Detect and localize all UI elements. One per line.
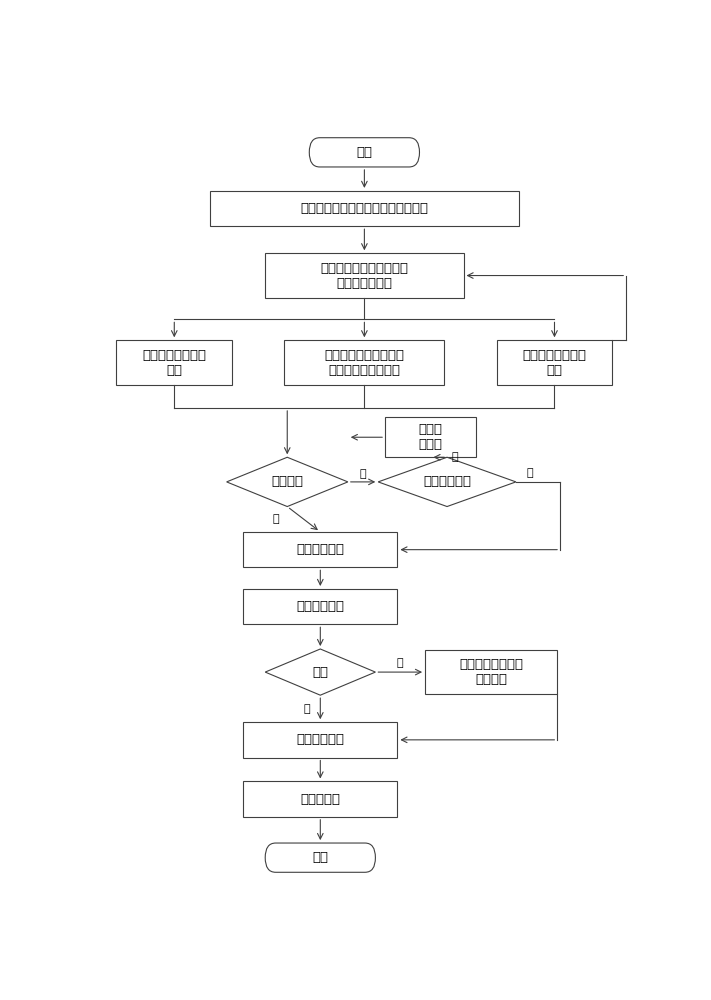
Text: 是: 是 xyxy=(273,514,279,524)
Bar xyxy=(265,253,464,298)
Bar xyxy=(284,340,444,385)
FancyBboxPatch shape xyxy=(265,843,375,872)
Text: 否: 否 xyxy=(526,468,533,478)
Text: 否: 否 xyxy=(303,704,310,714)
Text: 人工调
整方案: 人工调 整方案 xyxy=(419,423,442,451)
Text: 报警: 报警 xyxy=(312,666,328,679)
Text: 吊装作业完成后排
水量: 吊装作业完成后排 水量 xyxy=(523,349,587,377)
Bar xyxy=(243,589,397,624)
Text: 开始: 开始 xyxy=(356,146,373,159)
Text: 否: 否 xyxy=(360,469,366,479)
Bar xyxy=(425,650,557,694)
Text: 压载系统执行: 压载系统执行 xyxy=(296,543,344,556)
Polygon shape xyxy=(265,649,375,695)
Text: 起吊过程各舱室液位最
优变化量及调配方案: 起吊过程各舱室液位最 优变化量及调配方案 xyxy=(324,349,405,377)
Bar xyxy=(243,722,397,758)
Text: 实时监控系统: 实时监控系统 xyxy=(296,600,344,613)
Text: 确定起重船吊机工作基本条件及数据: 确定起重船吊机工作基本条件及数据 xyxy=(300,202,429,215)
Bar xyxy=(496,340,612,385)
Bar xyxy=(385,417,476,457)
Bar xyxy=(243,781,397,817)
Text: 基于压载水调配模型的最
优压载方案计算: 基于压载水调配模型的最 优压载方案计算 xyxy=(321,262,408,290)
Text: 是: 是 xyxy=(452,452,459,462)
FancyBboxPatch shape xyxy=(309,138,419,167)
Text: 压载水最优初始装
载量: 压载水最优初始装 载量 xyxy=(142,349,206,377)
Bar xyxy=(117,340,232,385)
Text: 停止自动运行，转
人工操作: 停止自动运行，转 人工操作 xyxy=(459,658,523,686)
Text: 完成调配作业: 完成调配作业 xyxy=(296,733,344,746)
Polygon shape xyxy=(378,457,516,507)
Polygon shape xyxy=(227,457,348,507)
Text: 结束: 结束 xyxy=(312,851,328,864)
Text: 方案可行: 方案可行 xyxy=(271,475,304,488)
Bar xyxy=(243,532,397,567)
Bar xyxy=(210,191,518,226)
Text: 是: 是 xyxy=(397,658,404,668)
Text: 人工在线调整: 人工在线调整 xyxy=(423,475,471,488)
Text: 排放压载水: 排放压载水 xyxy=(300,793,341,806)
